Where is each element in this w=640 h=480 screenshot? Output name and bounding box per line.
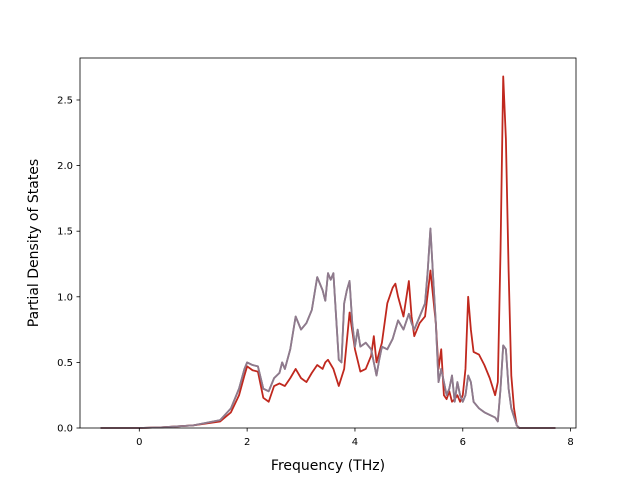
y-tick-label: 0.5: [57, 358, 73, 369]
y-tick-label: 2.5: [57, 95, 73, 106]
y-tick-label: 1.5: [57, 227, 73, 238]
x-tick-label: 2: [244, 437, 250, 448]
series-line-2: [100, 75, 556, 429]
series-layer: [100, 75, 556, 429]
x-tick-label: 8: [567, 437, 573, 448]
y-axis-label: Partial Density of States: [26, 159, 42, 327]
y-tick-label: 2.0: [57, 161, 73, 172]
x-axis-label: Frequency (THz): [271, 458, 385, 474]
y-axis-ticks: 0.0 0.5 1.0 1.5 2.0 2.5: [57, 95, 80, 435]
series-line-3: [100, 227, 556, 429]
x-tick-label: 0: [136, 437, 142, 448]
y-tick-label: 0.0: [57, 424, 73, 435]
y-tick-label: 1.0: [57, 292, 73, 303]
x-tick-label: 6: [460, 437, 466, 448]
plot-frame: [79, 57, 577, 429]
x-tick-label: 4: [352, 437, 358, 448]
x-axis-ticks: 0 2 4 6 8: [136, 428, 574, 448]
